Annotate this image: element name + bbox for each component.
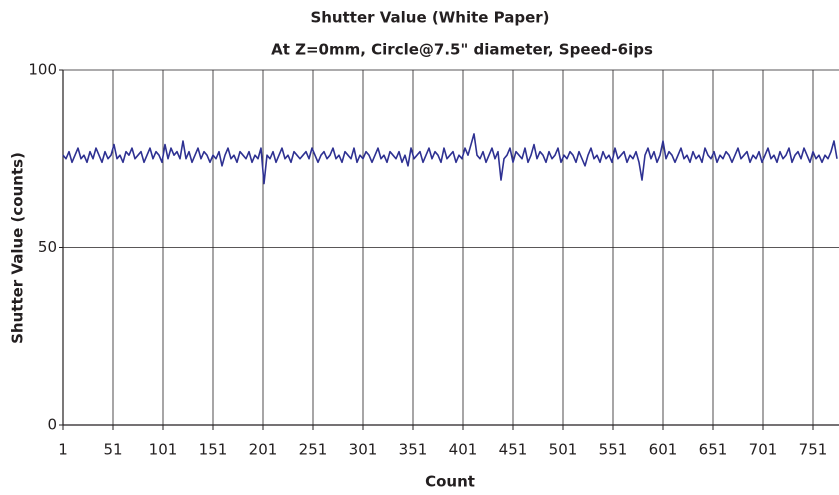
- x-tick-label: 451: [499, 441, 528, 459]
- y-tick-label: 100: [28, 61, 57, 79]
- x-tick-label: 251: [299, 441, 328, 459]
- x-tick-label: 301: [349, 441, 378, 459]
- chart-title: Shutter Value (White Paper): [310, 9, 549, 27]
- data-line: [62, 133, 838, 185]
- x-tick-label: 51: [103, 441, 122, 459]
- x-tick-label: 101: [149, 441, 178, 459]
- y-tick-label: 0: [47, 416, 57, 434]
- x-tick-label: 751: [799, 441, 828, 459]
- x-tick-label: 551: [599, 441, 628, 459]
- x-axis-label: Count: [425, 473, 475, 491]
- x-tick-label: 1: [58, 441, 68, 459]
- chart-subtitle: At Z=0mm, Circle@7.5" diameter, Speed-6i…: [271, 41, 653, 59]
- x-tick-label: 501: [549, 441, 578, 459]
- x-tick-label: 401: [449, 441, 478, 459]
- x-tick-label: 151: [199, 441, 228, 459]
- x-tick-label: 651: [699, 441, 728, 459]
- y-axis-label: Shutter Value (counts): [9, 152, 27, 344]
- x-tick-label: 601: [649, 441, 678, 459]
- x-tick-label: 351: [399, 441, 428, 459]
- y-tick-label: 50: [38, 238, 57, 256]
- x-tick-label: 701: [749, 441, 778, 459]
- x-tick-label: 201: [249, 441, 278, 459]
